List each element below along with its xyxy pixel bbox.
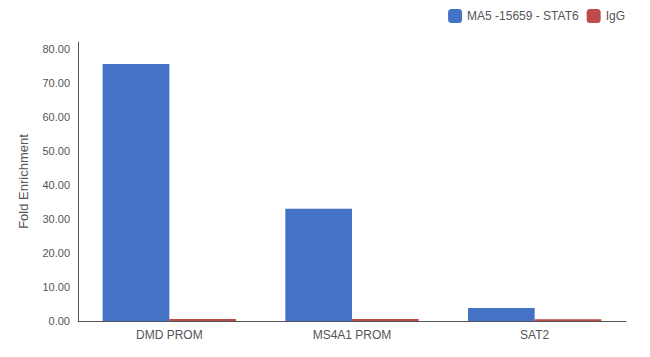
svg-text:SAT2: SAT2 (520, 328, 549, 342)
svg-text:MS4A1 PROM: MS4A1 PROM (313, 328, 392, 342)
svg-text:DMD PROM: DMD PROM (136, 328, 203, 342)
svg-text:40.00: 40.00 (42, 179, 70, 191)
svg-text:70.00: 70.00 (42, 77, 70, 89)
svg-text:30.00: 30.00 (42, 213, 70, 225)
svg-text:80.00: 80.00 (42, 43, 70, 55)
svg-text:MA5 -15659 - STAT6: MA5 -15659 - STAT6 (467, 9, 579, 23)
svg-text:20.00: 20.00 (42, 247, 70, 259)
svg-text:10.00: 10.00 (42, 281, 70, 293)
svg-text:IgG: IgG (606, 9, 625, 23)
svg-text:0.00: 0.00 (49, 315, 70, 327)
svg-text:50.00: 50.00 (42, 145, 70, 157)
svg-text:60.00: 60.00 (42, 111, 70, 123)
svg-text:Fold Enrichment: Fold Enrichment (16, 134, 31, 229)
